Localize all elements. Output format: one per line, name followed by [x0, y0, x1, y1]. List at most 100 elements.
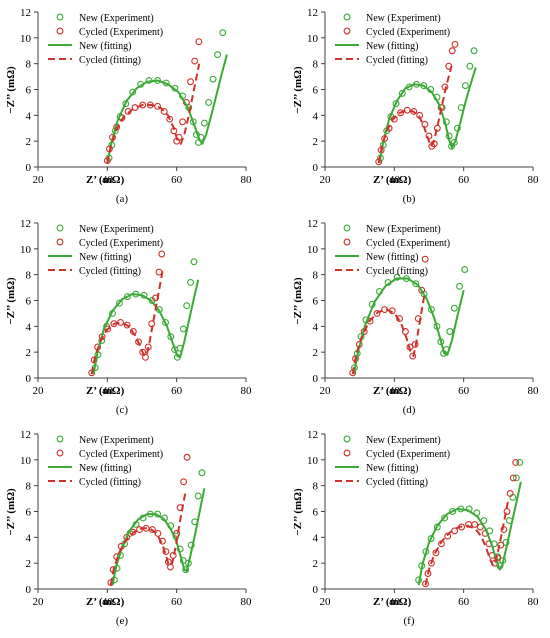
y-tick-label: 0 — [26, 162, 32, 174]
legend-entry: Cycled (fitting) — [366, 55, 428, 66]
x-axis-title: Z’ (mΩ) — [373, 174, 412, 186]
y-tick-label: 10 — [307, 244, 319, 256]
series-cycled-experiment-point — [169, 551, 177, 559]
legend-entry: Cycled (fitting) — [366, 266, 428, 277]
x-tick-label: 60 — [458, 596, 470, 608]
series-cycled-experiment-point — [159, 537, 166, 545]
x-tick-label: 20 — [33, 174, 45, 186]
x-tick-label: 80 — [241, 174, 253, 186]
y-tick-label: 6 — [26, 507, 32, 519]
y-tick-label: 2 — [26, 347, 32, 359]
legend-entry: Cycled (Experiment) — [79, 238, 163, 249]
panel-label: (c) — [116, 404, 129, 416]
legend-entry: New (Experiment) — [79, 13, 154, 24]
x-tick-label: 60 — [171, 385, 183, 397]
series-new-experiment-point — [461, 266, 469, 273]
y-tick-label: 12 — [20, 7, 31, 19]
series-new-experiment-point — [456, 282, 463, 290]
x-tick-label: 80 — [241, 596, 253, 608]
series-cycled-experiment-point — [512, 458, 520, 466]
series-new-experiment-point — [516, 458, 524, 466]
legend-entry: Cycled (Experiment) — [79, 449, 163, 460]
y-tick-label: 4 — [313, 321, 319, 333]
series-cycled-experiment-point — [195, 38, 203, 46]
series-new-experiment-point — [449, 508, 457, 515]
series-cycled-experiment-point — [148, 526, 156, 534]
series-cycled-experiment-point — [191, 57, 199, 65]
y-tick-label: 8 — [26, 481, 32, 493]
y-axis-title: −Z’’ (mΩ) — [5, 277, 17, 325]
y-tick-label: 4 — [26, 532, 32, 544]
series-cycled-experiment-point — [160, 108, 168, 115]
series-new-experiment-point — [194, 492, 202, 500]
legend-marker — [343, 238, 351, 246]
series-new-experiment-point — [190, 258, 198, 266]
series-new-experiment-point — [393, 273, 401, 281]
series-new-experiment-point — [183, 302, 191, 310]
series-cycled-experiment-point — [139, 348, 147, 356]
series-cycled-experiment-point — [166, 563, 174, 571]
legend-marker — [343, 449, 351, 457]
y-tick-label: 2 — [313, 347, 319, 359]
legend-marker — [343, 435, 351, 443]
y-tick-label: 8 — [26, 59, 32, 71]
chart-panel-4: 0 2 4 6 8 10 12 20 40 60 80 Z’ (mΩ) −Z’’ (mΩ) (d) New … — [292, 218, 539, 416]
x-tick-label: 20 — [320, 596, 332, 608]
series-cycled-fitting-line — [424, 501, 509, 586]
series-new-experiment-point — [470, 47, 478, 55]
series-cycled-experiment-point — [103, 157, 111, 164]
series-new-experiment-point — [219, 29, 227, 37]
legend-entry: New (fitting) — [79, 252, 132, 263]
series-cycled-experiment-point — [390, 115, 398, 123]
x-tick-label: 60 — [458, 385, 470, 397]
series-cycled-experiment-point — [497, 541, 505, 549]
y-tick-label: 8 — [313, 270, 319, 282]
series-new-experiment-point — [129, 88, 137, 96]
x-tick-label: 40 — [389, 596, 401, 608]
series-new-experiment-point — [187, 278, 194, 286]
x-axis-title: Z’ (mΩ) — [373, 385, 412, 397]
chart-panel-5: 0 2 4 6 8 10 12 20 40 60 80 Z’ (mΩ) −Z’’ (mΩ) (e) New … — [5, 429, 252, 627]
legend-entry: New (fitting) — [79, 463, 132, 474]
x-tick-label: 40 — [102, 596, 114, 608]
series-cycled-experiment-point — [448, 47, 456, 55]
series-new-experiment-point — [123, 293, 131, 301]
series-cycled-experiment-point — [444, 532, 452, 540]
series-new-experiment-point — [214, 51, 222, 59]
x-tick-label: 40 — [389, 174, 401, 186]
panel-label: (d) — [403, 404, 416, 416]
y-axis-title: −Z’’ (mΩ) — [292, 488, 304, 536]
y-tick-label: 10 — [20, 455, 32, 467]
legend-entry: New (fitting) — [79, 41, 132, 52]
y-axis-title: −Z’’ (mΩ) — [5, 488, 17, 536]
series-cycled-experiment-point — [179, 118, 187, 126]
series-new-experiment-point — [433, 523, 441, 531]
legend-entry: Cycled (Experiment) — [366, 449, 450, 460]
x-tick-label: 20 — [320, 174, 332, 186]
series-new-experiment-point — [466, 62, 474, 70]
legend: New (Experiment) Cycled (Experiment) New (… — [48, 224, 163, 277]
legend-marker — [56, 27, 64, 35]
legend-marker — [56, 435, 64, 443]
chart-panel-2: 0 2 4 6 8 10 12 20 40 60 80 Z’ (mΩ) −Z’’ (mΩ) (b) New … — [292, 7, 539, 205]
y-tick-label: 2 — [313, 558, 319, 570]
y-tick-label: 2 — [313, 136, 319, 148]
y-tick-label: 0 — [26, 584, 32, 596]
series-new-experiment-point — [461, 82, 469, 90]
x-tick-label: 40 — [389, 385, 401, 397]
series-cycled-experiment-point — [180, 478, 188, 486]
legend-entry: New (fitting) — [366, 252, 419, 263]
legend-entry: Cycled (fitting) — [79, 55, 141, 66]
series-cycled-experiment-point — [409, 352, 417, 360]
series-cycled-fitting-line — [377, 66, 453, 164]
series-new-experiment-point — [205, 98, 213, 106]
series-cycled-experiment-point — [154, 102, 162, 110]
y-tick-label: 4 — [26, 321, 32, 333]
legend: New (Experiment) Cycled (Experiment) New (… — [335, 224, 450, 277]
legend-entry: Cycled (fitting) — [79, 266, 141, 277]
y-tick-label: 10 — [307, 33, 319, 45]
panel-label: (a) — [116, 193, 129, 205]
series-new-fitting-line — [352, 277, 465, 375]
y-tick-label: 12 — [20, 429, 31, 441]
